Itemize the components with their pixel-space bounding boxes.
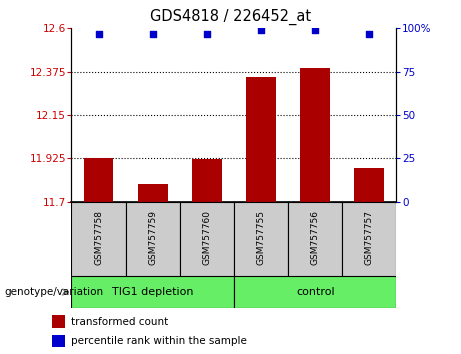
Bar xyxy=(71,202,125,276)
Text: percentile rank within the sample: percentile rank within the sample xyxy=(71,336,247,346)
Point xyxy=(312,27,319,33)
Bar xyxy=(234,276,396,308)
Bar xyxy=(342,202,396,276)
Text: GSM757759: GSM757759 xyxy=(148,210,157,265)
Text: control: control xyxy=(296,287,335,297)
Text: GSM757756: GSM757756 xyxy=(311,210,320,265)
Point xyxy=(203,31,211,36)
Text: GDS4818 / 226452_at: GDS4818 / 226452_at xyxy=(150,9,311,25)
Bar xyxy=(180,202,234,276)
Point xyxy=(366,31,373,36)
Bar xyxy=(288,202,342,276)
Bar xyxy=(234,202,288,276)
Bar xyxy=(246,78,276,202)
Text: GSM757760: GSM757760 xyxy=(202,210,212,265)
Bar xyxy=(300,68,330,202)
Text: transformed count: transformed count xyxy=(71,316,168,327)
Bar xyxy=(52,335,65,347)
Bar xyxy=(355,168,384,202)
Text: GSM757758: GSM757758 xyxy=(94,210,103,265)
Point xyxy=(95,31,102,36)
Point xyxy=(149,31,156,36)
Bar xyxy=(192,159,222,202)
Bar xyxy=(71,276,234,308)
Text: GSM757755: GSM757755 xyxy=(256,210,266,265)
Bar xyxy=(52,315,65,328)
Point xyxy=(257,27,265,33)
Text: genotype/variation: genotype/variation xyxy=(5,287,104,297)
Bar xyxy=(138,184,168,202)
Text: GSM757757: GSM757757 xyxy=(365,210,374,265)
Bar xyxy=(83,158,113,202)
Text: TIG1 depletion: TIG1 depletion xyxy=(112,287,194,297)
Bar xyxy=(125,202,180,276)
